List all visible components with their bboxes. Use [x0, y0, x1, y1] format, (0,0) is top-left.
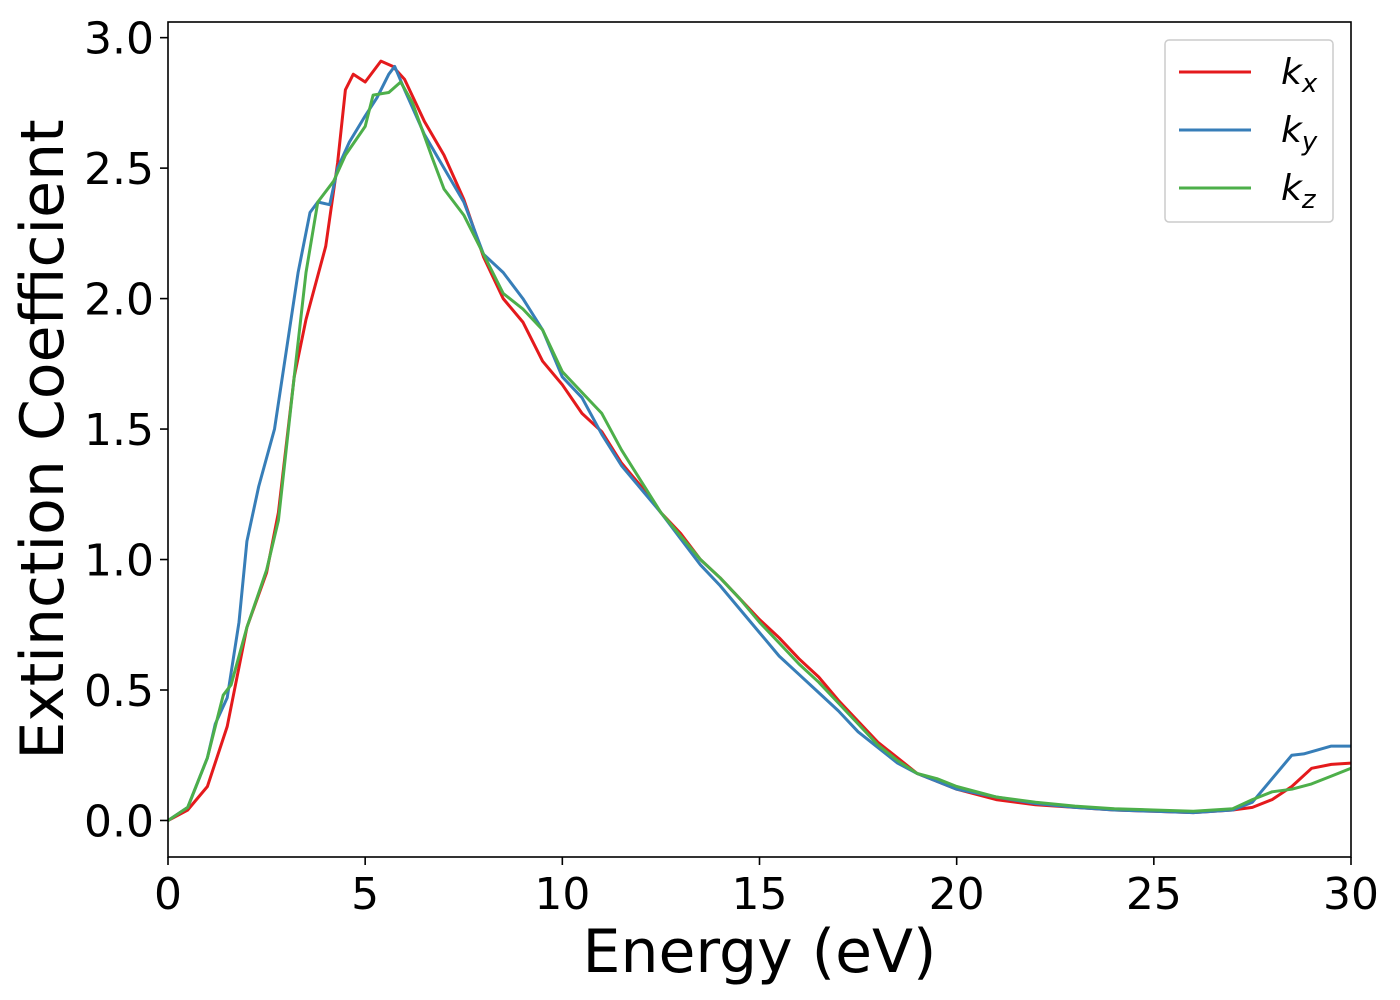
legend-item-ky: ky: [1179, 110, 1318, 157]
legend-label: kx: [1281, 52, 1318, 99]
legend: kx ky kz: [1164, 39, 1334, 223]
series-layer: [168, 59, 1351, 822]
x-tick-label: 10: [534, 869, 590, 920]
legend-label: ky: [1281, 110, 1318, 157]
y-tick-label: 3.0: [84, 14, 154, 65]
y-tick-label: 1.0: [84, 536, 154, 587]
x-tick-label: 0: [154, 869, 182, 920]
x-tick-label: 15: [732, 869, 788, 920]
y-tick-label: 0.0: [84, 796, 154, 847]
legend-item-kx: kx: [1179, 52, 1318, 99]
y-tick-label: 0.5: [84, 666, 154, 717]
ticks-layer: 0 5 10 15 20 25 30 0.0 0.5 1.0 1.5 2.0 2.5 3.0: [84, 14, 1379, 920]
y-tick-label: 2.5: [84, 144, 154, 195]
x-tick-label: 5: [351, 869, 379, 920]
x-tick-label: 20: [929, 869, 985, 920]
y-axis-title: Extinction Coefficient: [8, 119, 78, 759]
legend-label: kz: [1281, 168, 1317, 215]
x-tick-label: 30: [1323, 869, 1379, 920]
series-line-kz: [168, 80, 1351, 822]
x-tick-label: 25: [1126, 869, 1182, 920]
x-axis-title: Energy (eV): [583, 917, 937, 987]
y-tick-label: 2.0: [84, 275, 154, 326]
y-tick-label: 1.5: [84, 405, 154, 456]
legend-item-kz: kz: [1179, 168, 1317, 215]
